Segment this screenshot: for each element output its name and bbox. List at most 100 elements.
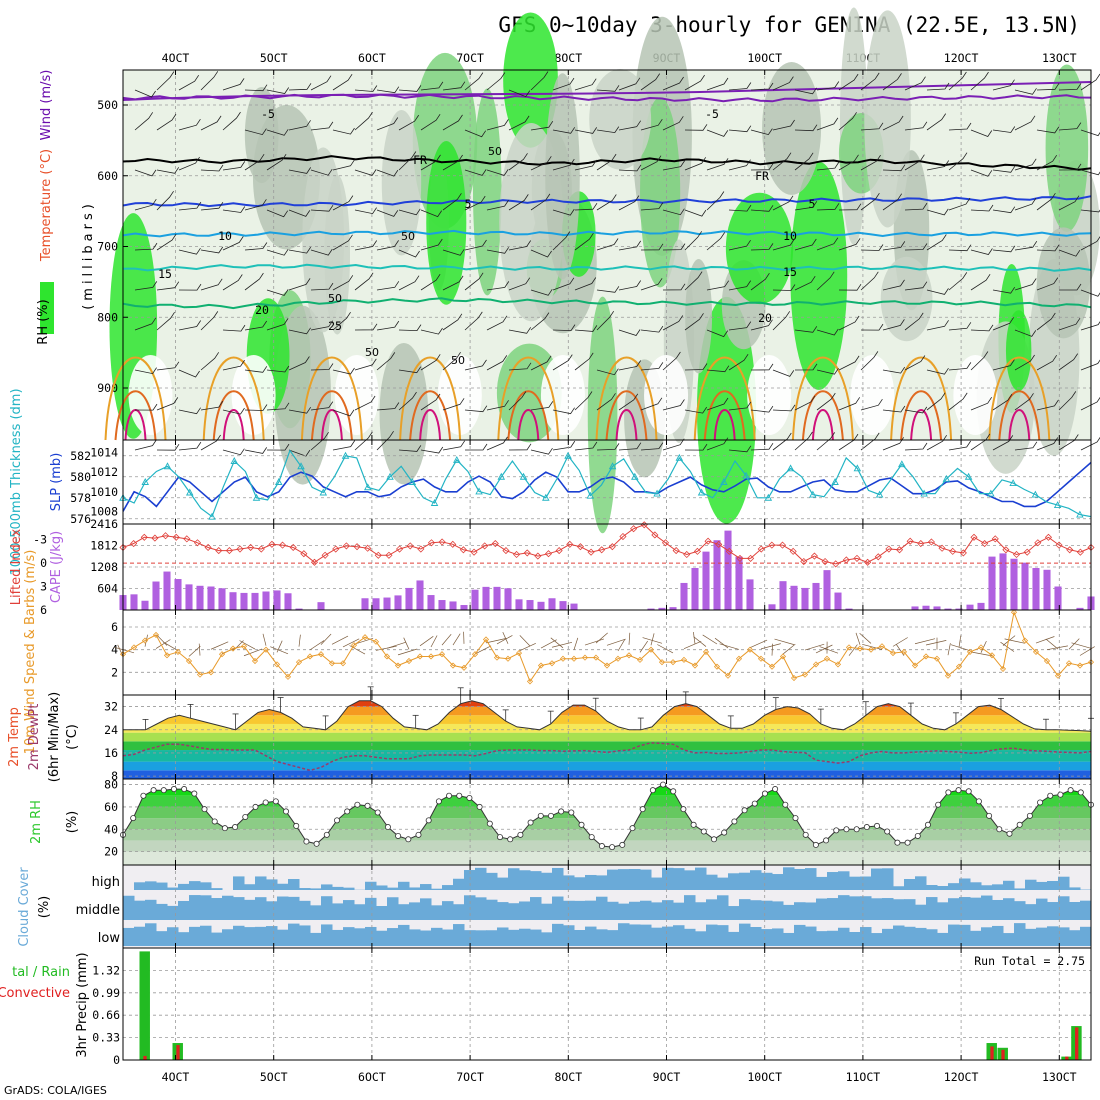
lifted-index-point xyxy=(449,540,457,548)
cloud-cell xyxy=(1025,904,1037,920)
rh-point xyxy=(344,808,351,815)
isotherm-line xyxy=(122,229,1092,238)
wind-speed-point xyxy=(328,660,336,667)
cape-bar xyxy=(647,608,655,610)
wind-barb xyxy=(266,87,290,94)
wind-barb-10m xyxy=(573,637,579,650)
wind-barb xyxy=(926,367,949,375)
rh-point xyxy=(160,787,167,794)
cloud-cell xyxy=(673,902,685,920)
cloud-cell xyxy=(310,888,322,890)
wind-barb xyxy=(596,85,620,92)
thickness-point xyxy=(764,493,773,501)
rh-point xyxy=(211,818,218,825)
cloud-cell xyxy=(1069,930,1081,946)
wind-barb-10m xyxy=(584,638,605,646)
wind-barb xyxy=(882,279,905,291)
lifted-index-point xyxy=(938,544,946,552)
cape-bar xyxy=(801,587,809,610)
cloud-cell xyxy=(728,873,740,890)
wind-barb xyxy=(838,154,859,171)
wind-barb-10m xyxy=(419,636,434,647)
rh-shade xyxy=(545,73,580,280)
cloud-cell xyxy=(475,897,487,920)
lifted-index-point xyxy=(236,545,244,553)
cloud-cell xyxy=(233,897,245,920)
wind-barb-10m xyxy=(819,646,839,654)
wind-barb xyxy=(882,405,906,413)
lifted-index-point xyxy=(608,543,616,551)
rh-point xyxy=(1057,791,1064,798)
rh-shade xyxy=(503,12,558,148)
lifted-index-point xyxy=(491,539,499,548)
wind-barb xyxy=(706,232,726,251)
cloud-cell xyxy=(497,927,509,946)
rh-point xyxy=(772,786,779,793)
cape-bar xyxy=(163,571,171,610)
lifted-index-point xyxy=(523,549,531,557)
wind-speed-tick-label: 4 xyxy=(111,643,118,657)
date-tick-label: 10OCT xyxy=(747,1070,782,1084)
cloud-cell xyxy=(882,898,894,920)
wind-barb xyxy=(134,439,157,451)
wind-barb xyxy=(222,407,245,415)
wind-barb xyxy=(530,71,549,91)
date-tick-label: 13OCT xyxy=(1042,1070,1077,1084)
cloud-cell xyxy=(145,899,157,920)
wind-barb-10m xyxy=(551,641,573,648)
wind-barb xyxy=(354,169,377,176)
cloud-cell xyxy=(794,868,806,890)
cloud-cell xyxy=(1003,933,1015,946)
cloud-cell xyxy=(574,877,586,890)
cloud-cell xyxy=(607,869,619,890)
wind-barb xyxy=(420,154,441,171)
wind-barb-10m xyxy=(714,637,729,649)
wind-barb-10m xyxy=(1035,636,1055,644)
cloud-cell xyxy=(629,924,641,946)
rh-point xyxy=(710,836,717,843)
wind-barb xyxy=(772,284,796,291)
wind-barb xyxy=(860,432,880,451)
wind-barb xyxy=(948,322,972,331)
cloud-cell xyxy=(464,870,476,890)
wind-barb xyxy=(618,120,642,131)
wind-barb xyxy=(640,397,663,411)
wind-barb xyxy=(508,277,531,291)
wind-barb-10m xyxy=(950,644,971,652)
wind-barb xyxy=(574,202,598,211)
wind-barb xyxy=(662,208,685,216)
lifted-index-point xyxy=(895,546,904,554)
cloud-cell xyxy=(123,927,135,946)
cloud-cell xyxy=(365,926,377,946)
precip-axis-label: 3hr Precip (mm) xyxy=(75,952,90,1057)
cloud-cell xyxy=(992,925,1004,946)
wind-speed-point xyxy=(471,651,479,658)
cloud-cell xyxy=(629,901,641,920)
wind-barb xyxy=(398,249,420,258)
wind-barb-10m xyxy=(117,644,124,657)
rh-point xyxy=(537,812,544,819)
wind-barb xyxy=(178,369,200,378)
temp-band xyxy=(123,750,1091,762)
cloud-cell xyxy=(948,898,960,920)
wind-barb xyxy=(508,153,528,171)
cloud-cell xyxy=(1025,879,1037,890)
thickness-tick-label: 580 xyxy=(70,470,91,484)
pressure-tick-label: 700 xyxy=(97,240,118,254)
isotherm-25 xyxy=(399,356,462,441)
wind-barb xyxy=(794,152,814,171)
wind-barb-10m xyxy=(1002,635,1016,646)
lifted-index-point xyxy=(821,557,829,566)
cloud-cell xyxy=(145,923,157,946)
slp-axis-label: SLP (mb) xyxy=(49,453,64,512)
wind-barb xyxy=(1014,197,1037,211)
cloud-cell xyxy=(552,867,564,890)
wind-speed-line xyxy=(122,610,1092,683)
lifted-index-point xyxy=(917,539,925,548)
cape-bar xyxy=(185,584,193,610)
wind-barb xyxy=(464,311,483,331)
cape-bar xyxy=(493,586,501,610)
cloud-cell xyxy=(167,927,179,946)
cloud-cell xyxy=(662,900,674,920)
cloud-cell xyxy=(123,895,135,920)
